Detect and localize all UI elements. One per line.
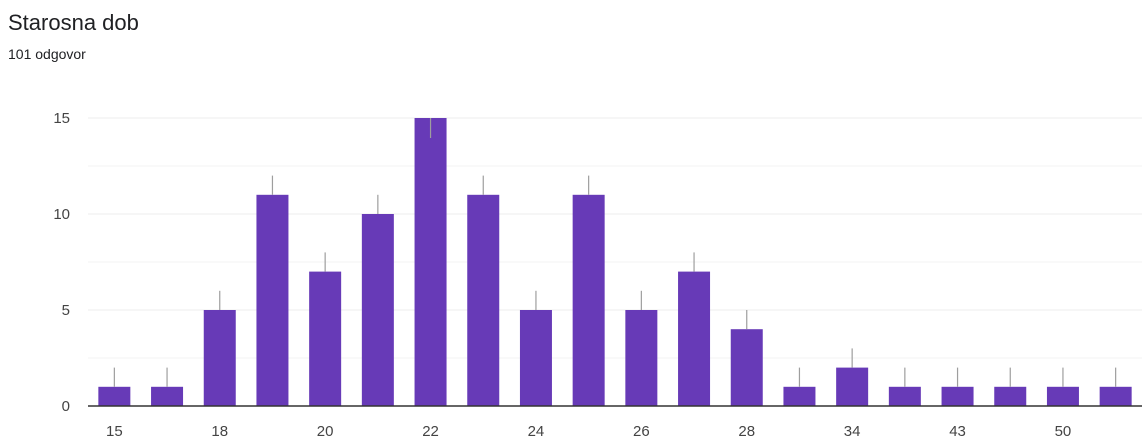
bar: [467, 194, 500, 406]
bar: [256, 194, 289, 406]
x-tick-label: 50: [1055, 423, 1072, 440]
bar: [678, 271, 711, 406]
y-tick-label: 0: [62, 398, 70, 415]
x-tick-label: 15: [106, 423, 123, 440]
bar: [98, 386, 131, 406]
bar: [572, 194, 605, 406]
bar: [730, 329, 763, 406]
x-tick-label: 28: [738, 423, 755, 440]
x-tick-label: 18: [211, 423, 228, 440]
bar: [941, 386, 974, 406]
bar: [836, 367, 869, 406]
chart-title: Starosna dob: [8, 10, 139, 35]
response-count: 101 odgovor: [8, 46, 86, 62]
x-tick-label: 22: [422, 423, 439, 440]
bar: [888, 386, 921, 406]
bar: [519, 310, 552, 406]
x-tick-label: 34: [844, 423, 861, 440]
bar: [151, 386, 184, 406]
bar: [309, 271, 342, 406]
y-tick-label: 10: [53, 206, 70, 223]
bar: [1046, 386, 1079, 406]
x-tick-label: 20: [317, 423, 334, 440]
y-tick-label: 5: [62, 302, 70, 319]
bar: [414, 118, 447, 406]
x-tick-label: 43: [949, 423, 966, 440]
bar: [625, 310, 658, 406]
bar: [1099, 386, 1132, 406]
bar: [203, 310, 236, 406]
chart-header: Starosna dob 101 odgovor: [8, 8, 139, 64]
y-tick-label: 15: [53, 110, 70, 127]
bar: [783, 386, 816, 406]
x-tick-label: 24: [528, 423, 545, 440]
bar: [361, 214, 394, 406]
x-tick-label: 26: [633, 423, 650, 440]
bar: [994, 386, 1027, 406]
